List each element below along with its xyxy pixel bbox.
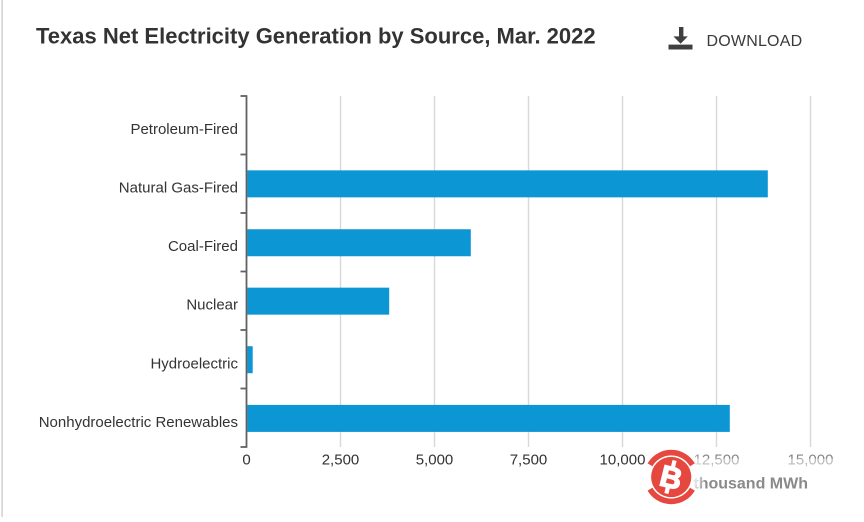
svg-text:Nuclear: Nuclear — [186, 297, 238, 314]
svg-text:7,500: 7,500 — [510, 452, 548, 469]
svg-text:10,000: 10,000 — [600, 452, 646, 469]
svg-text:12,500: 12,500 — [694, 452, 740, 469]
svg-text:Texas Net Electricity Generati: Texas Net Electricity Generation by Sour… — [36, 24, 596, 49]
svg-text:2,500: 2,500 — [322, 452, 360, 469]
svg-text:0: 0 — [242, 452, 250, 469]
svg-text:DOWNLOAD: DOWNLOAD — [707, 33, 803, 50]
svg-text:5,000: 5,000 — [416, 452, 454, 469]
svg-text:Nonhydroelectric Renewables: Nonhydroelectric Renewables — [39, 414, 238, 431]
svg-text:15,000: 15,000 — [788, 452, 834, 469]
svg-text:Natural Gas-Fired: Natural Gas-Fired — [119, 180, 238, 197]
svg-text:Petroleum-Fired: Petroleum-Fired — [130, 121, 238, 138]
svg-text:Hydroelectric: Hydroelectric — [150, 355, 238, 372]
svg-text:thousand MWh: thousand MWh — [693, 475, 808, 492]
svg-text:Coal-Fired: Coal-Fired — [168, 238, 238, 255]
